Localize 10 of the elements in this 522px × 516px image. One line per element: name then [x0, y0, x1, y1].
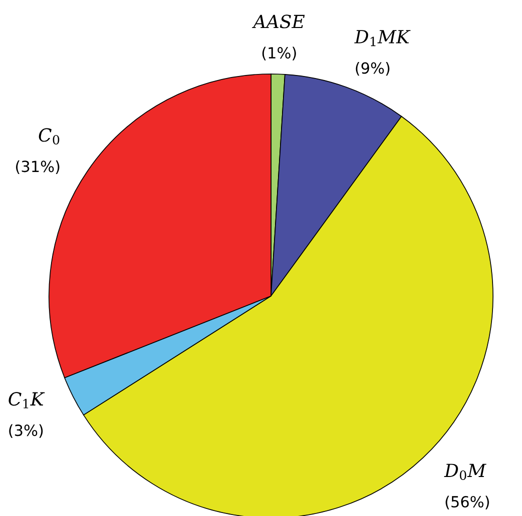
slice-label: AASE [252, 14, 305, 28]
slice-label: D$_{0}$M [444, 464, 486, 480]
slice-label: D$_{1}$MK [354, 30, 411, 46]
data-label: (3%) [9, 424, 43, 438]
slice-label: C$_{1}$K [8, 392, 45, 408]
data-label: (9%) [356, 62, 390, 76]
data-label: (56%) [446, 496, 489, 510]
data-label: (1%) [262, 46, 296, 60]
slice-label: C$_{0}$ [38, 128, 60, 145]
data-label: (31%) [16, 160, 60, 174]
